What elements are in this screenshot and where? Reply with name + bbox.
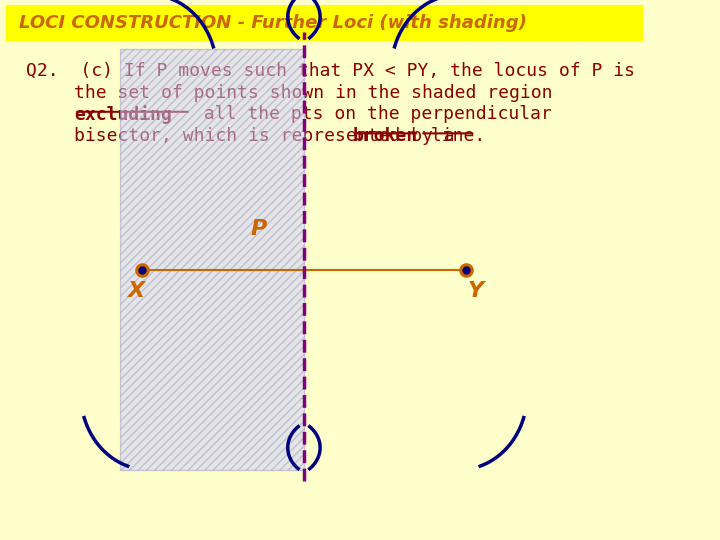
FancyBboxPatch shape	[6, 5, 644, 40]
Text: excluding: excluding	[74, 105, 172, 124]
Text: Y: Y	[467, 281, 483, 301]
Text: LOCI CONSTRUCTION - Further Loci (with shading): LOCI CONSTRUCTION - Further Loci (with s…	[19, 14, 527, 32]
Point	[137, 266, 148, 274]
Bar	[120, 49, 304, 470]
Point	[460, 266, 472, 274]
Text: the set of points shown in the shaded region: the set of points shown in the shaded re…	[74, 84, 553, 102]
Text: Q2.  (c) If P moves such that PX < PY, the locus of P is: Q2. (c) If P moves such that PX < PY, th…	[26, 62, 635, 80]
Text: line.: line.	[420, 127, 485, 145]
Text: bisector, which is represented by a: bisector, which is represented by a	[74, 127, 477, 145]
Text: broken: broken	[353, 127, 418, 145]
Text: all the pts on the perpendicular: all the pts on the perpendicular	[193, 105, 552, 123]
Text: X: X	[127, 281, 145, 301]
Point	[460, 266, 472, 274]
Text: P: P	[251, 219, 267, 239]
Point	[137, 266, 148, 274]
